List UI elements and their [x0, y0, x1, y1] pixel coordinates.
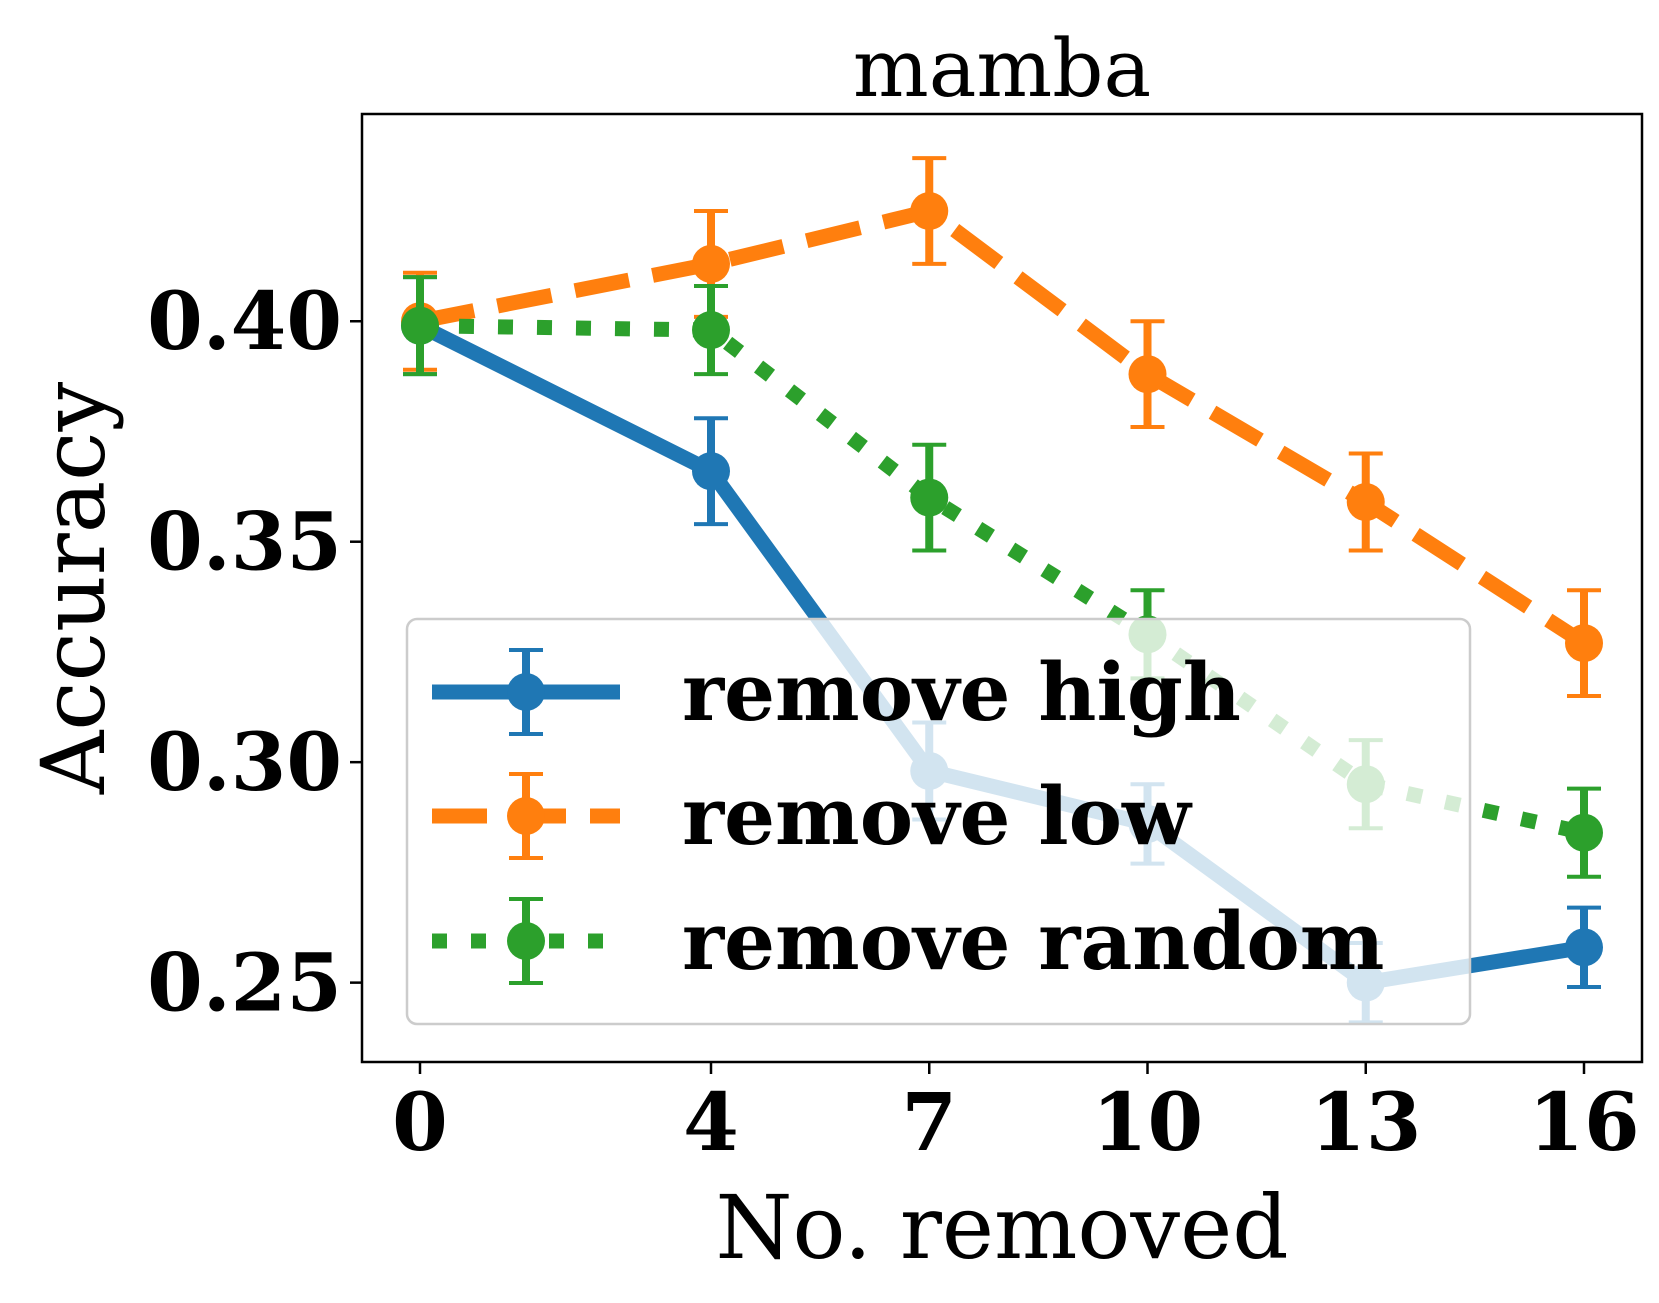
legend-marker — [507, 673, 545, 711]
y-axis-ticks: 0.25 0.30 0.35 0.40 — [147, 274, 362, 1030]
legend-entry-remove-random: remove random — [432, 894, 1384, 988]
y-tick-label: 0.35 — [147, 495, 342, 589]
legend-entry-remove-low: remove low — [432, 769, 1193, 863]
x-tick-label: 0 — [392, 1075, 448, 1169]
data-point — [910, 478, 949, 517]
x-tick-label: 13 — [1310, 1075, 1421, 1169]
y-tick-label: 0.30 — [147, 715, 342, 809]
x-tick-label: 16 — [1528, 1075, 1639, 1169]
series-remove-low — [401, 156, 1603, 699]
legend-label: remove low — [682, 769, 1193, 863]
y-axis-label: Accuracy — [22, 382, 125, 796]
chart-title: mamba — [853, 22, 1151, 115]
data-point — [1346, 483, 1385, 522]
legend-marker — [507, 922, 545, 960]
legend-entry-remove-high: remove high — [432, 645, 1241, 739]
data-point — [401, 306, 439, 345]
legend-label: remove high — [682, 645, 1241, 739]
x-tick-label: 4 — [683, 1075, 739, 1169]
data-point — [692, 452, 730, 491]
data-point — [692, 311, 730, 350]
legend-marker — [507, 797, 545, 835]
x-axis-label: No. removed — [715, 1176, 1288, 1279]
plot-frame — [360, 112, 1644, 1064]
y-tick-label: 0.25 — [147, 936, 342, 1030]
data-point — [1565, 624, 1603, 663]
data-point — [910, 192, 949, 231]
y-tick-label: 0.40 — [147, 274, 342, 368]
data-point — [1565, 813, 1603, 852]
x-tick-label: 7 — [901, 1075, 957, 1169]
x-tick-label: 10 — [1092, 1075, 1203, 1169]
legend-label: remove random — [682, 894, 1384, 988]
data-point — [692, 244, 730, 283]
legend: remove high remove low remove random — [405, 617, 1472, 1026]
series-line-remove-low — [418, 203, 1589, 650]
data-point — [1565, 928, 1603, 967]
series-line-remove-random — [419, 318, 1586, 841]
data-point — [1128, 355, 1167, 394]
x-axis-ticks: 0 4 7 10 13 16 — [392, 1062, 1640, 1169]
legend-frame — [405, 617, 1472, 1026]
